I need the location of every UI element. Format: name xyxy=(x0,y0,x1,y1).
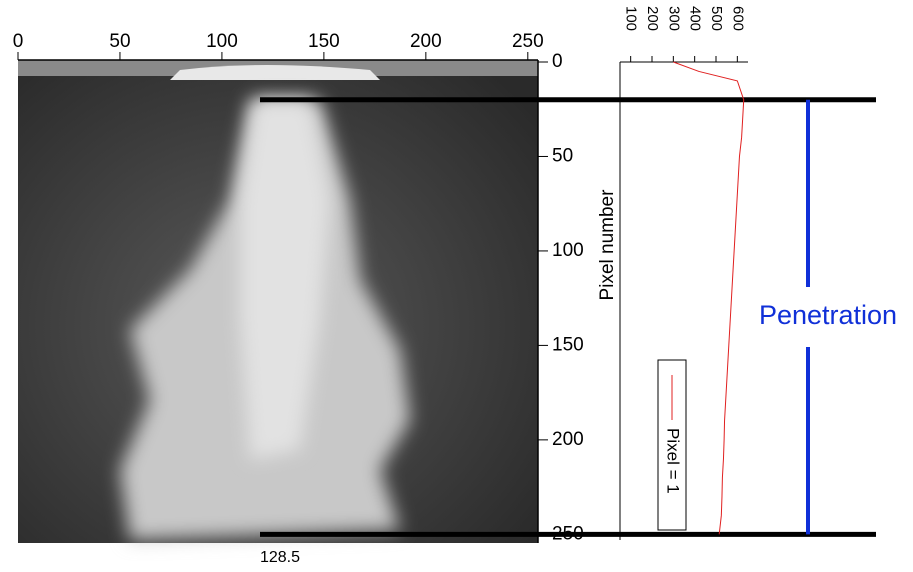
x-tick-label: 200 xyxy=(644,6,661,31)
y-tick-label: 0 xyxy=(552,51,563,72)
y-tick-label: 150 xyxy=(552,334,584,355)
x-tick-label: 0 xyxy=(13,31,24,52)
y-tick-label: 50 xyxy=(552,145,573,166)
x-tick-label: 100 xyxy=(623,6,640,31)
penetration-label: Penetration xyxy=(759,300,897,330)
legend-label: Pixel = 1 xyxy=(664,428,683,494)
x-tick-label: 400 xyxy=(687,6,704,31)
annotation: 128.5 xyxy=(260,549,300,566)
photo xyxy=(18,60,538,543)
x-tick-label: 300 xyxy=(665,6,682,31)
x-tick-label: 250 xyxy=(512,31,544,52)
x-tick-label: 50 xyxy=(109,31,130,52)
y-tick-label: 200 xyxy=(552,429,584,450)
x-tick-label: 600 xyxy=(729,6,746,31)
x-tick-label: 500 xyxy=(708,6,725,31)
profile-line xyxy=(673,61,745,535)
y-axis-title: Pixel number xyxy=(597,189,618,301)
y-tick-label: 100 xyxy=(552,240,584,261)
x-tick-label: 200 xyxy=(410,31,442,52)
x-tick-label: 100 xyxy=(206,31,238,52)
x-tick-label: 150 xyxy=(308,31,340,52)
